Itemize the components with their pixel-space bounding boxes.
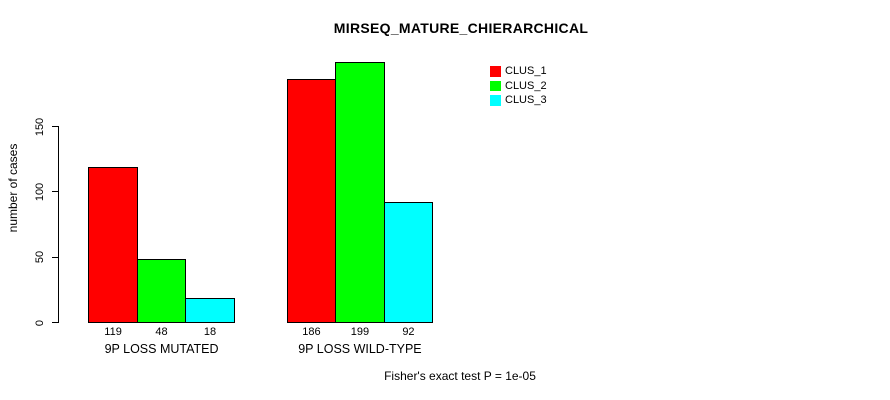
chart-title: MIRSEQ_MATURE_CHIERARCHICAL (333, 20, 589, 36)
y-axis-tick-label: 0 (34, 319, 46, 326)
y-axis-tick (52, 126, 58, 127)
y-axis-tick-label: 150 (34, 117, 46, 136)
bar-value-label: 18 (203, 326, 217, 338)
y-axis-line (58, 126, 59, 323)
bar-value-label: 48 (155, 326, 168, 338)
legend-label-clus_1: CLUS_1 (505, 65, 547, 78)
bar-clus_1-group2 (286, 78, 337, 323)
y-axis-tick (52, 256, 58, 258)
x-axis-category-label: 9P LOSS MUTATED (104, 342, 219, 356)
bar-value-label: 186 (302, 326, 321, 338)
bar-clus_2-group1 (136, 259, 187, 323)
legend-swatch-clus_2 (490, 80, 501, 91)
x-axis-category-label: 9P LOSS WILD-TYPE (298, 342, 422, 356)
bar-clus_3-group2 (383, 201, 434, 323)
bar-value-label: 199 (350, 326, 370, 338)
bar-value-label: 119 (104, 326, 122, 338)
fisher-test-caption: Fisher's exact test P = 1e-05 (384, 369, 536, 383)
y-axis-tick-label: 100 (34, 182, 46, 202)
legend-label-clus_3: CLUS_3 (505, 94, 547, 107)
legend-swatch-clus_3 (490, 95, 501, 106)
y-axis-tick (52, 322, 58, 323)
y-axis-title: number of cases (6, 143, 20, 233)
y-axis-tick (52, 191, 58, 193)
bar-clus_2-group2 (335, 61, 385, 323)
bar-value-label: 92 (402, 326, 415, 338)
bar-clus_1-group1 (88, 166, 138, 323)
legend-label-clus_2: CLUS_2 (505, 79, 547, 92)
y-axis-tick-label: 50 (34, 251, 46, 264)
legend-swatch-clus_1 (490, 66, 501, 77)
bar-clus_3-group1 (185, 298, 235, 323)
